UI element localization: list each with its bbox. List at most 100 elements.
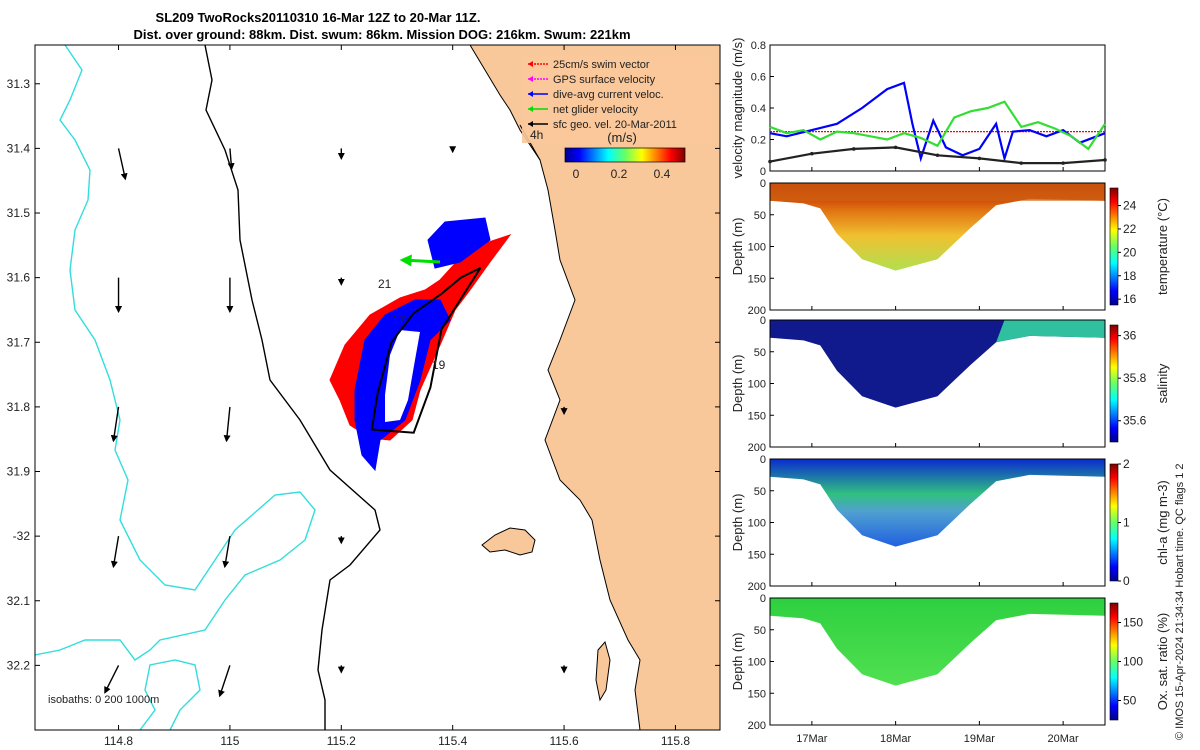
profile-ylabel: Depth (m) — [730, 494, 745, 552]
velocity-point — [935, 153, 940, 158]
legend-arrowhead — [528, 121, 533, 127]
time-tick-label: 20Mar — [1048, 733, 1080, 745]
profile-y-tick-label: 200 — [748, 305, 766, 317]
geo-velocity-arrow — [110, 406, 120, 443]
profile-data-region — [770, 459, 1105, 547]
legend-label: sfc geo. vel. 20-Mar-2011 — [553, 119, 677, 131]
colorbar-tick-label: 35.8 — [1123, 371, 1147, 385]
profile-y-tick-label: 50 — [754, 347, 766, 359]
time-tick-label: 19Mar — [964, 733, 996, 745]
profile-panel: 0 50 100 150 200 Depth (m) 50 100 150 Ox. sat. ra… — [730, 593, 1170, 732]
profile-colorbar — [1109, 187, 1119, 306]
profile-y-tick-label: 150 — [748, 549, 766, 561]
map-y-tick-label: 31.7 — [7, 335, 31, 349]
map-y-tick-label: 31.5 — [7, 206, 31, 220]
colorbar-tick-label: 18 — [1123, 269, 1137, 283]
geo-velocity-arrow — [227, 148, 235, 171]
legend-label: 25cm/s swim vector — [553, 59, 650, 71]
profile-y-tick-label: 0 — [760, 593, 766, 605]
profile-y-tick-label: 0 — [760, 178, 766, 190]
profile-y-tick-label: 150 — [748, 688, 766, 700]
map-y-tick-label: 32.1 — [7, 594, 31, 608]
time-tick-label: 18Mar — [880, 733, 912, 745]
geo-velocity-arrow — [218, 665, 231, 698]
map-x-tick-label: 114.8 — [104, 734, 133, 748]
colorbar-tick-label: 50 — [1123, 694, 1137, 708]
colorbar-tick-label: 1 — [1123, 516, 1130, 530]
map-legend: 25cm/s swim vector GPS surface velocity di… — [522, 55, 712, 143]
geo-velocity-arrow — [222, 536, 231, 569]
colorbar-tick: 0 — [573, 167, 580, 181]
colorbar-tick-label: 0 — [1123, 574, 1130, 588]
profile-data-patch — [770, 183, 1105, 201]
credit-text: © IMOS 15-Apr-2024 21:34:34 Hobart time.… — [1174, 463, 1186, 740]
profile-colorbar-label: Ox. sat. ratio (%) — [1155, 613, 1170, 711]
profile-colorbar — [1109, 463, 1119, 582]
velocity-series — [768, 81, 1107, 165]
time-axis: 17Mar 18Mar 19Mar 20Mar — [796, 167, 1079, 745]
legend-arrowhead — [528, 76, 533, 82]
velocity-frame — [769, 44, 1106, 172]
legend-arrowhead — [528, 106, 533, 112]
velocity-y-tick-label: 0.8 — [751, 40, 766, 52]
net-glider-velocity-arrow — [399, 254, 441, 267]
legend-label: GPS surface velocity — [553, 74, 656, 86]
profile-y-tick-label: 100 — [748, 242, 766, 254]
velocity-y-tick-label: 0.6 — [751, 72, 766, 84]
velocity-panel: 0 0.2 0.4 0.6 0.8 velocity magnitude (m/s) — [730, 38, 1107, 178]
isobath-1000m — [35, 45, 316, 661]
velocity-y-axis: 0 0.2 0.4 0.6 0.8 — [751, 40, 774, 178]
profile-data-region — [770, 320, 1105, 408]
profile-y-tick-label: 0 — [760, 315, 766, 327]
velocity-y-tick-label: 0.2 — [751, 135, 766, 147]
profile-y-tick-label: 100 — [748, 379, 766, 391]
current-vector-swath — [427, 217, 491, 269]
legend-label: dive-avg current veloc. — [553, 89, 664, 101]
map-x-tick-label: 115.6 — [549, 734, 578, 748]
map-y-tick-label: 31.6 — [7, 271, 31, 285]
island — [481, 527, 536, 556]
profile-y-tick-label: 200 — [748, 442, 766, 454]
figure-title-line1: SL209 TwoRocks20110310 16-Mar 12Z to 20-… — [156, 10, 481, 25]
velocity-point — [851, 147, 856, 151]
profile-y-tick-label: 0 — [760, 454, 766, 466]
map-y-tick-label: 31.3 — [7, 77, 31, 91]
colorbar-tick-label: 2 — [1123, 457, 1130, 471]
profile-y-tick-label: 100 — [748, 657, 766, 669]
track-label: 21 — [378, 277, 392, 291]
figure-title-line2: Dist. over ground: 88km. Dist. swum: 86k… — [133, 27, 630, 42]
legend-label: net glider velocity — [553, 104, 638, 116]
colorbar-tick-label: 16 — [1123, 292, 1137, 306]
profile-ylabel: Depth (m) — [730, 355, 745, 413]
geo-velocity-vectors — [104, 146, 568, 698]
velocity-series-line — [769, 100, 1106, 151]
geo-velocity-arrow — [110, 536, 120, 569]
velocity-point — [1019, 161, 1024, 165]
legend-arrowhead — [528, 61, 533, 67]
time-tick-label: 17Mar — [796, 733, 828, 745]
legend-background — [522, 55, 712, 143]
profile-data-region — [770, 183, 1105, 271]
legend-scale-label: 4h — [530, 128, 543, 142]
profile-y-tick-label: 100 — [748, 518, 766, 530]
colorbar — [564, 147, 686, 163]
profile-data-region — [770, 598, 1105, 686]
profile-colorbar-label: temperature (°C) — [1155, 198, 1170, 295]
velocity-point — [893, 145, 898, 150]
profile-data-patch — [996, 320, 1105, 343]
map-y-tick-label: 32.2 — [7, 658, 31, 672]
profile-y-tick-label: 50 — [754, 486, 766, 498]
profile-y-tick-label: 200 — [748, 581, 766, 593]
geo-velocity-arrow — [223, 406, 231, 443]
profile-panel: 0 50 100 150 200 Depth (m) 35.6 35.8 36 salinity — [730, 315, 1170, 454]
velocity-point — [1103, 158, 1107, 162]
isobath-1000m-b — [139, 659, 201, 730]
map-x-axis: 114.8 115 115.2 115.4 115.6 115.8 — [104, 45, 690, 748]
isobath-200m — [204, 45, 381, 730]
profile-y-tick-label: 50 — [754, 210, 766, 222]
profile-y-tick-label: 50 — [754, 625, 766, 637]
island-small — [595, 640, 611, 702]
velocity-y-tick-label: 0 — [760, 166, 766, 178]
colorbar-label: (m/s) — [607, 130, 637, 145]
